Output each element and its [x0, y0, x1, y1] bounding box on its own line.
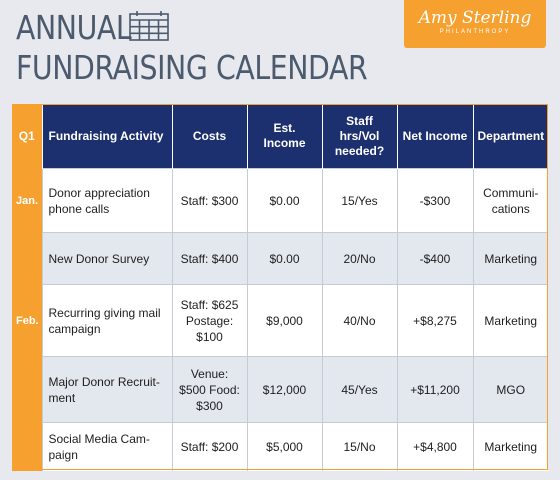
department-cell: MGO: [472, 356, 548, 423]
header-activity: Fundraising Activity: [41, 104, 172, 169]
logo-subtitle: PHILANTHROPY: [439, 29, 511, 35]
activity-cell: Major Donor Recruit-ment: [41, 356, 172, 423]
activity-cell: Social Media Cam-paign: [41, 422, 172, 471]
est-income-cell: $5,000: [246, 422, 322, 471]
costs-cell: Staff: $200: [171, 422, 247, 471]
department-cell: Marketing: [472, 284, 548, 357]
activity-cell: Donor appreciation phone calls: [41, 168, 172, 233]
header-net-income: Net Income: [396, 104, 473, 169]
costs-cell: Staff: $625 Postage: $100: [171, 284, 247, 357]
department-cell: Communi-cations: [472, 168, 548, 233]
staff-cell: 45/Yes: [321, 356, 397, 423]
header-est-income: Est. Income: [246, 104, 322, 169]
title-line-2: FUNDRAISING CALENDAR: [16, 48, 368, 87]
table-row: Social Media Cam-paign Staff: $200 $5,00…: [12, 422, 548, 471]
activity-cell: Recurring giving mail campaign: [41, 284, 172, 357]
brand-logo: Amy Sterling PHILANTHROPY: [404, 0, 546, 48]
est-income-cell: $12,000: [246, 356, 322, 423]
header-costs: Costs: [171, 104, 247, 169]
calendar-table-wrapper: Q1 Fundraising Activity Costs Est. Incom…: [12, 104, 548, 471]
costs-cell: Venue: $500 Food: $300: [171, 356, 247, 423]
net-income-cell: -$300: [396, 168, 473, 233]
table-row: New Donor Survey Staff: $400 $0.00 20/No…: [12, 232, 548, 285]
page-title: ANNUAL FUNDRAISING CALENDAR: [16, 8, 368, 88]
net-income-cell: -$400: [396, 232, 473, 285]
est-income-cell: $0.00: [246, 168, 322, 233]
month-cell: Feb.: [12, 284, 42, 357]
month-cell: [12, 422, 42, 471]
staff-cell: 40/No: [321, 284, 397, 357]
net-income-cell: +$8,275: [396, 284, 473, 357]
month-cell: Jan.: [12, 168, 42, 233]
header-staff-needed: Staff hrs/Vol needed?: [321, 104, 397, 169]
activity-cell: New Donor Survey: [41, 232, 172, 285]
costs-cell: Staff: $400: [171, 232, 247, 285]
staff-cell: 15/Yes: [321, 168, 397, 233]
logo-script-text: Amy Sterling: [418, 8, 532, 28]
department-cell: Marketing: [472, 232, 548, 285]
header-quarter: Q1: [12, 104, 42, 169]
staff-cell: 20/No: [321, 232, 397, 285]
est-income-cell: $9,000: [246, 284, 322, 357]
calendar-icon: [129, 11, 169, 41]
month-cell: [12, 232, 42, 285]
department-cell: Marketing: [472, 422, 548, 471]
table-row: Jan. Donor appreciation phone calls Staf…: [12, 168, 548, 233]
title-line-1: ANNUAL: [16, 8, 132, 47]
table-row: Feb. Recurring giving mail campaign Staf…: [12, 284, 548, 357]
net-income-cell: +$4,800: [396, 422, 473, 471]
net-income-cell: +$11,200: [396, 356, 473, 423]
est-income-cell: $0.00: [246, 232, 322, 285]
month-cell: [12, 356, 42, 423]
fundraising-table: Q1 Fundraising Activity Costs Est. Incom…: [12, 104, 548, 471]
table-header-row: Q1 Fundraising Activity Costs Est. Incom…: [12, 104, 548, 169]
header-department: Department: [472, 104, 548, 169]
table-row: Major Donor Recruit-ment Venue: $500 Foo…: [12, 356, 548, 423]
costs-cell: Staff: $300: [171, 168, 247, 233]
staff-cell: 15/No: [321, 422, 397, 471]
